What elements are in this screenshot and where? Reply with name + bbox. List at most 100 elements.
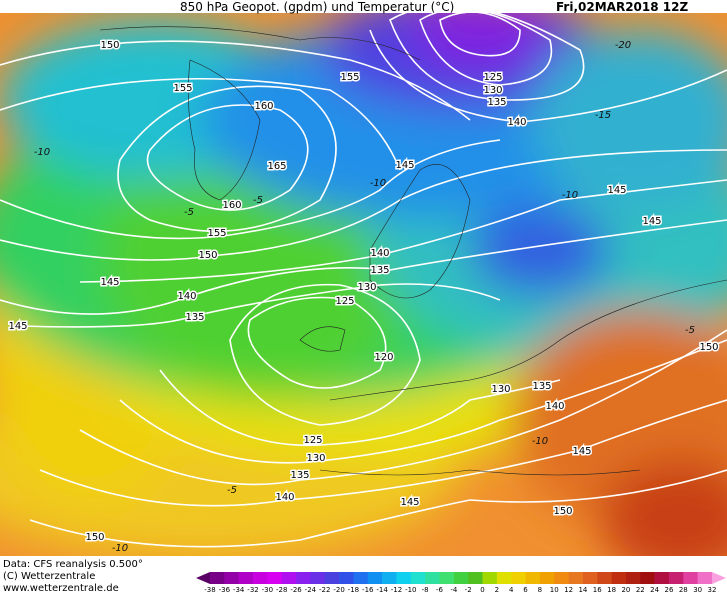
colorbar-label: 30: [693, 586, 702, 593]
colorbar-label: -24: [305, 586, 317, 593]
colorbar-cell: [568, 572, 584, 584]
colorbar-label: 8: [538, 586, 542, 593]
colorbar-label: 6: [523, 586, 528, 593]
colorbar-label: 2: [495, 586, 499, 593]
colorbar-cell: [367, 572, 383, 584]
colorbar-cell: [597, 572, 612, 584]
colorbar-label: -10: [405, 586, 416, 593]
colorbar-label: 24: [650, 586, 659, 593]
colorbar-cell: [468, 572, 483, 584]
colorbar-label: -20: [333, 586, 344, 593]
colorbar-label: -18: [348, 586, 359, 593]
colorbar-cell: [324, 572, 340, 584]
colorbar-cell: [712, 572, 726, 584]
isobar-label: 145: [395, 160, 414, 171]
temperature-label: -10: [532, 436, 548, 447]
colorbar: -38 -36 -34 -32 -30 -28 -26 -24 -22 -20 -18 -16 -14-…: [196, 572, 726, 593]
isobar-label: 145: [607, 185, 626, 196]
isobar-label: 135: [487, 97, 506, 108]
colorbar-label: 26: [665, 586, 674, 593]
colorbar-cell: [525, 572, 541, 584]
colorbar-cell: [425, 572, 440, 584]
colorbar-cell: [582, 572, 598, 584]
colorbar-label: 12: [564, 586, 573, 593]
data-source: Data: CFS reanalysis 0.500°: [3, 559, 143, 570]
website: www.wetterzentrale.de: [3, 583, 119, 593]
colorbar-cell: [339, 572, 354, 584]
map-date: Fri,02MAR2018 12Z: [556, 0, 688, 14]
colorbar-label: -30: [262, 586, 273, 593]
colorbar-cell: [683, 572, 698, 584]
colorbar-cell: [496, 572, 512, 584]
colorbar-label: -36: [219, 586, 231, 593]
colorbar-cell: [224, 572, 239, 584]
colorbar-label: 22: [636, 586, 645, 593]
isobar-label: 145: [100, 277, 119, 288]
isobar-label: 140: [275, 492, 294, 503]
colorbar-label: -38: [204, 586, 215, 593]
temperature-label: -15: [595, 110, 611, 121]
colorbar-cell: [439, 572, 455, 584]
isobar-label: 135: [532, 381, 551, 392]
colorbar-cell: [640, 572, 655, 584]
isobar-label: 155: [340, 72, 359, 83]
header-bar: [0, 0, 727, 13]
colorbar-label: -8: [422, 586, 429, 593]
colorbar-cell: [482, 572, 498, 584]
temperature-label: -10: [562, 190, 578, 201]
temperature-label: -5: [253, 195, 263, 206]
isobar-label: 145: [400, 497, 419, 508]
colorbar-cell: [410, 572, 426, 584]
isobar-label: 135: [370, 265, 389, 276]
colorbar-cell: [353, 572, 369, 584]
temperature-label: -10: [112, 543, 128, 554]
colorbar-label: 32: [708, 586, 717, 593]
colorbar-cell: [267, 572, 283, 584]
isobar-label: 125: [483, 72, 502, 83]
isobar-label: 160: [222, 200, 241, 211]
isobar-label: 150: [100, 40, 119, 51]
isobar-label: 130: [306, 453, 325, 464]
colorbar-cell: [296, 572, 311, 584]
colorbar-label: -2: [465, 586, 472, 593]
colorbar-label: 0: [480, 586, 484, 593]
colorbar-label: -28: [276, 586, 287, 593]
isobar-label: 125: [303, 435, 322, 446]
isobar-label: 130: [491, 384, 510, 395]
isobar-label: 135: [185, 312, 204, 323]
isobar-label: 160: [254, 101, 273, 112]
colorbar-label: 28: [679, 586, 688, 593]
isobar-label: 150: [699, 342, 718, 353]
colorbar-cell: [238, 572, 254, 584]
copyright: (C) Wetterzentrale: [3, 571, 95, 582]
colorbar-cell: [310, 572, 326, 584]
coastlines: [99, 26, 727, 476]
colorbar-cell: [654, 572, 670, 584]
colorbar-cell: [511, 572, 526, 584]
isobar-label: 140: [545, 401, 564, 412]
isobar-label: 140: [177, 291, 196, 302]
colorbar-cell: [281, 572, 297, 584]
colorbar-label: -22: [319, 586, 330, 593]
isobar-label: 120: [374, 352, 393, 363]
colorbar-cell: [625, 572, 641, 584]
isobar-label: 125: [335, 296, 354, 307]
colorbar-label: -16: [362, 586, 374, 593]
isobar-label: 145: [642, 216, 661, 227]
colorbar-label: 16: [593, 586, 602, 593]
colorbar-label: 10: [550, 586, 559, 593]
colorbar-cell: [697, 572, 713, 584]
colorbar-cell: [453, 572, 469, 584]
colorbar-cell: [539, 572, 555, 584]
colorbar-label: 14: [578, 586, 587, 593]
map: [0, 13, 727, 556]
colorbar-cell: [611, 572, 627, 584]
isobar-label: 155: [173, 83, 192, 94]
colorbar-label: -26: [290, 586, 302, 593]
colorbar-cell: [554, 572, 569, 584]
temperature-label: -5: [227, 485, 237, 496]
colorbar-cell: [253, 572, 268, 584]
colorbar-label: -32: [247, 586, 258, 593]
isobar-label: 145: [572, 446, 591, 457]
